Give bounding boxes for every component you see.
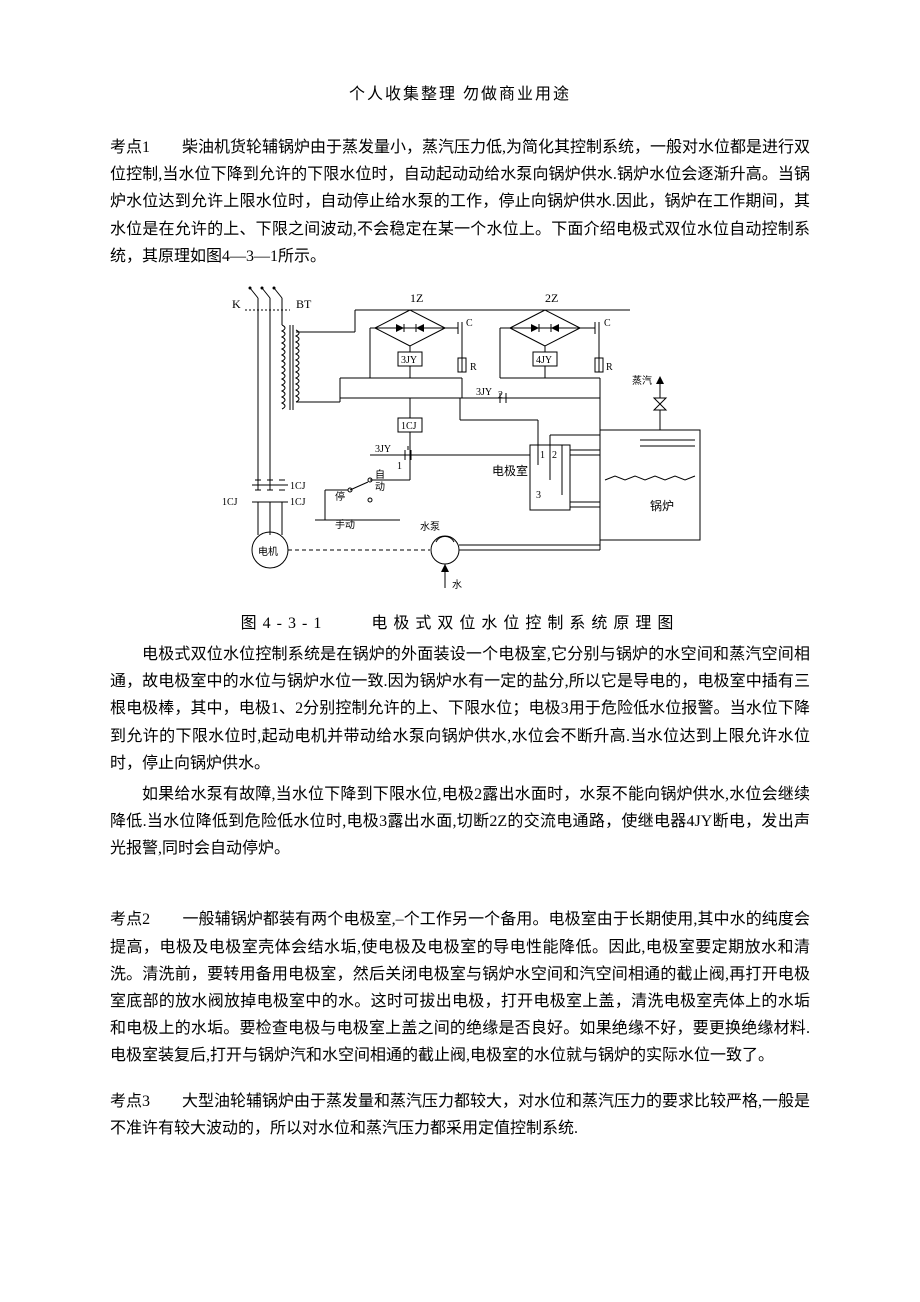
diagram-svg: K BT: [200, 280, 720, 600]
label-pump: 水泵: [420, 521, 440, 533]
motor: 电机: [252, 502, 288, 568]
label-c2: C: [604, 318, 611, 329]
label-1cj3: 1CJ: [290, 497, 306, 508]
switch-k: K: [232, 286, 290, 311]
label-motor: 电机: [258, 545, 278, 558]
steam-arrow: 蒸汽: [632, 374, 664, 398]
label-1cj2: 1CJ: [290, 481, 306, 492]
capacitor-2: C R: [580, 318, 613, 373]
label-r1: R: [470, 362, 477, 373]
paragraph-1: 考点1 柴油机货轮辅锅炉由于蒸发量小，蒸汽压力低,为简化其控制系统，一般对水位都…: [110, 134, 810, 270]
label-stop: 停: [335, 490, 345, 503]
label-3jy1: 3JY: [375, 444, 391, 455]
label-1cj-box: 1CJ: [401, 421, 417, 432]
label-r2: R: [606, 362, 613, 373]
document-page: 个人收集整理 勿做商业用途 考点1 柴油机货轮辅锅炉由于蒸发量小，蒸汽压力低,为…: [0, 0, 920, 1206]
page-header: 个人收集整理 勿做商业用途: [110, 80, 810, 104]
label-steam: 蒸汽: [632, 374, 652, 387]
small-gap: [110, 1074, 810, 1088]
paragraph-4: 考点2 一般辅锅炉都装有两个电极室,–个工作另一个备用。电极室由于长期使用,其中…: [110, 906, 810, 1069]
label-elecroom: 电极室: [492, 463, 528, 478]
contactor-rows: 1CJ 1CJ 1CJ: [222, 480, 306, 508]
mode-switch: 停 自 动 手动: [315, 455, 410, 531]
paragraph-2: 电极式双位水位控制系统是在锅炉的外面装设一个电极室,它分别与锅炉的水空间和蒸汽空…: [110, 641, 810, 777]
label-4jy: 4JY: [536, 355, 552, 366]
figure-caption: 图4-3-1 电极式双位水位控制系统原理图: [110, 609, 810, 633]
label-k: K: [232, 297, 241, 311]
rectifier-2z: 2Z: [510, 291, 580, 346]
label-2z: 2Z: [545, 291, 558, 305]
label-e2: 2: [552, 450, 557, 461]
valve-icon: [654, 398, 666, 430]
paragraph-3: 如果给水泵有故障,当水位下降到下限水位,电极2露出水面时，水泵不能向锅炉供水,水…: [110, 781, 810, 863]
label-sub1: 1: [397, 461, 402, 472]
label-bt: BT: [296, 297, 312, 311]
label-1z: 1Z: [410, 291, 423, 305]
boiler: 锅炉: [600, 430, 700, 540]
pump: 水泵 水: [420, 521, 600, 591]
label-boiler: 锅炉: [650, 498, 674, 513]
capacitor-1: C R: [445, 318, 477, 373]
label-e1: 1: [540, 450, 545, 461]
label-c1: C: [466, 318, 473, 329]
paragraph-5: 考点3 大型油轮辅锅炉由于蒸发量和蒸汽压力都较大，对水位和蒸汽压力的要求比较严格…: [110, 1088, 810, 1142]
section-gap: [110, 866, 810, 906]
rectifier-1z: 1Z: [375, 291, 445, 346]
label-water: 水: [452, 579, 462, 591]
label-1cj1: 1CJ: [222, 497, 238, 508]
label-3jy2: 3JY: [476, 387, 492, 398]
transformer-bt: BT: [258, 297, 312, 490]
label-e3: 3: [536, 490, 541, 501]
label-3jy: 3JY: [401, 355, 417, 366]
label-auto-2: 动: [375, 481, 385, 493]
label-auto-1: 自: [375, 468, 385, 481]
figure-4-3-1: K BT: [110, 280, 810, 605]
